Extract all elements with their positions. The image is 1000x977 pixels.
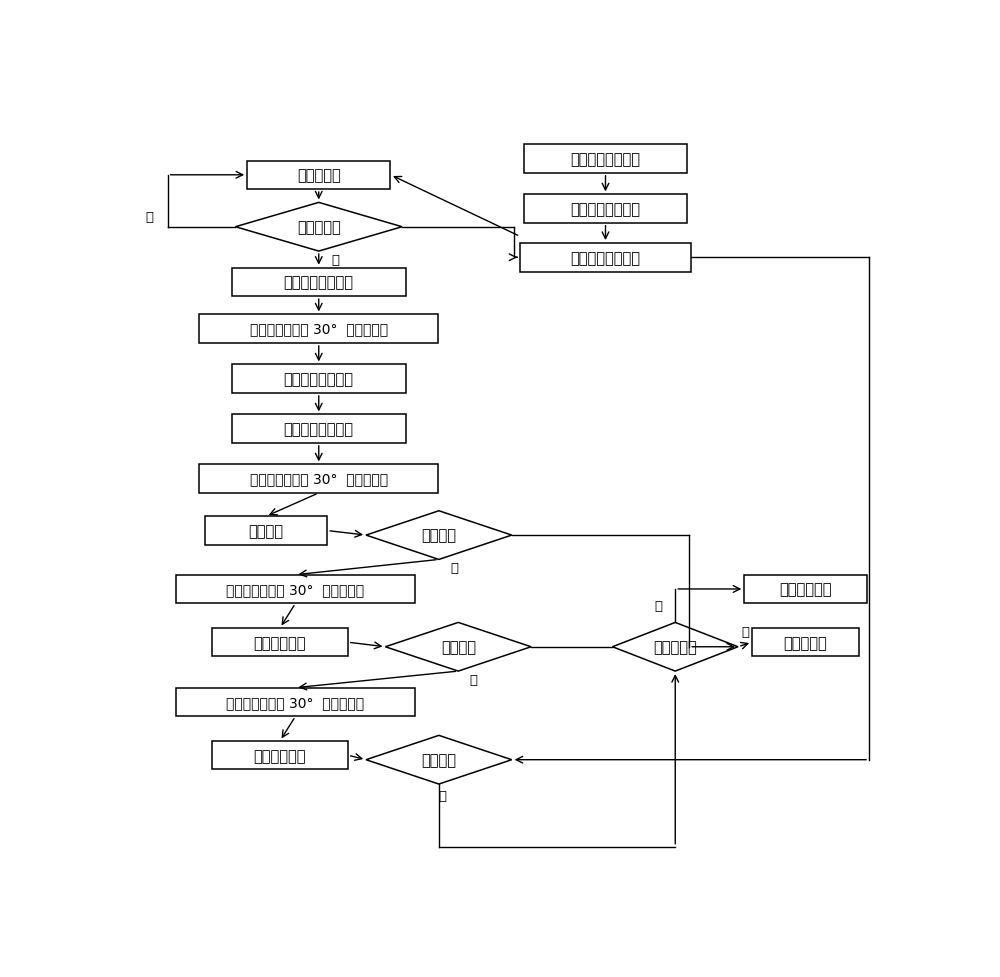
Text: 进料支撑气缸伸出: 进料支撑气缸伸出	[570, 250, 640, 266]
Text: 是: 是	[332, 254, 340, 267]
Bar	[199, 465, 438, 493]
Text: 是: 是	[470, 673, 478, 686]
Bar	[520, 243, 691, 273]
Bar	[232, 269, 406, 297]
Text: 进料支撑气缸缩回: 进料支撑气缸缩回	[284, 276, 354, 290]
Polygon shape	[366, 736, 512, 785]
Polygon shape	[612, 622, 738, 671]
Text: 是否合格: 是否合格	[421, 752, 456, 767]
Text: 内孔深度检测: 内孔深度检测	[254, 635, 306, 650]
Text: 不合格品卸料: 不合格品卸料	[779, 582, 832, 597]
Text: 是: 是	[450, 561, 458, 573]
Text: 电动旋转台转动 30°  到下一工位: 电动旋转台转动 30° 到下一工位	[226, 696, 365, 709]
Text: 电动旋转台回零点: 电动旋转台回零点	[570, 202, 640, 217]
Text: 位置校正气缸伸出: 位置校正气缸伸出	[284, 372, 354, 387]
Polygon shape	[235, 203, 402, 252]
Text: 尺寸均合格: 尺寸均合格	[653, 640, 697, 655]
Text: 电动旋转台转动 30°  到下一工位: 电动旋转台转动 30° 到下一工位	[250, 322, 388, 336]
Text: 是: 是	[439, 789, 447, 802]
Text: 高度检测: 高度检测	[249, 524, 284, 538]
Bar	[524, 146, 687, 174]
Bar	[524, 195, 687, 224]
Text: 内孔深度检测: 内孔深度检测	[254, 748, 306, 763]
Bar	[205, 517, 327, 545]
Text: 振动盘送料: 振动盘送料	[297, 168, 341, 183]
Text: 电动旋转台转动 30°  到下一工位: 电动旋转台转动 30° 到下一工位	[250, 472, 388, 487]
Bar	[247, 161, 390, 190]
Bar	[752, 628, 859, 657]
Bar	[232, 415, 406, 444]
Bar	[176, 688, 415, 716]
Text: 合格品卸料: 合格品卸料	[784, 635, 827, 650]
Text: 是否合格: 是否合格	[441, 640, 476, 655]
Polygon shape	[385, 622, 531, 671]
Bar	[212, 628, 348, 657]
Text: 是否合格: 是否合格	[421, 528, 456, 543]
Text: 电动旋转台回零点: 电动旋转台回零点	[570, 151, 640, 167]
Polygon shape	[366, 511, 512, 560]
Bar	[199, 315, 438, 344]
Bar	[176, 575, 415, 604]
Text: 否: 否	[654, 600, 662, 613]
Text: 电动旋转台转动 30°  到下一工位: 电动旋转台转动 30° 到下一工位	[226, 582, 365, 596]
Text: 否: 否	[146, 211, 154, 224]
Bar	[744, 575, 867, 604]
Text: 是: 是	[741, 625, 749, 639]
Bar	[212, 742, 348, 770]
Text: 是否有零件: 是否有零件	[297, 220, 341, 235]
Text: 位置校正气缸缩回: 位置校正气缸缩回	[284, 422, 354, 437]
Bar	[232, 365, 406, 394]
